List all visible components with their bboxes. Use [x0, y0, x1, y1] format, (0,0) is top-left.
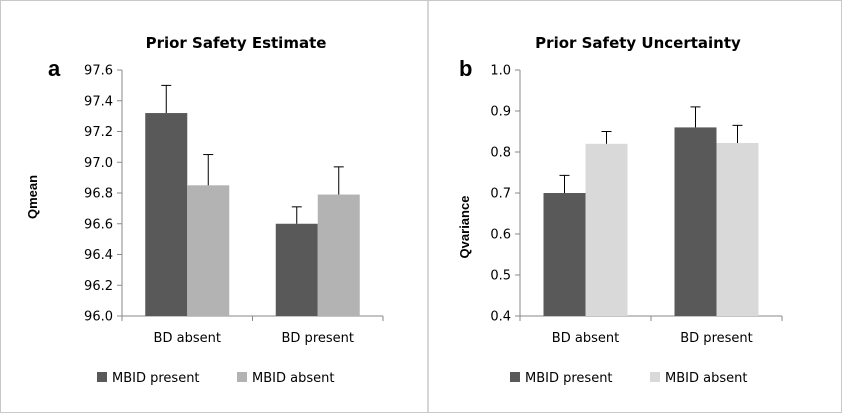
bar-mbid-present-bd-absent: [145, 113, 188, 316]
x-tick-label: BD absent: [154, 331, 221, 346]
bar-mbid-present-bd-present: [674, 127, 717, 317]
legend-swatch: [237, 372, 247, 382]
bars-a: [145, 84, 360, 316]
x-tick-label: BD present: [282, 331, 354, 346]
axes-a: 96.0 96.2 96.4 96.6 96.8 97.0 97.2 97.4 97.6 BD a…: [84, 64, 384, 346]
y-tick-label: 0.7: [490, 187, 511, 202]
x-tick-label: BD present: [680, 331, 752, 346]
y-tick-label: 0.8: [490, 146, 511, 161]
panel-b: Prior Safety Uncertainty b Qvariance 0.4…: [457, 34, 783, 386]
bar-mbid-absent-bd-absent: [187, 185, 230, 316]
y-tick-label: 96.4: [84, 248, 113, 263]
y-tick-label: 96.6: [84, 217, 113, 232]
y-tick-label: 96.8: [84, 187, 113, 202]
y-tick-label: 97.0: [84, 156, 113, 171]
legend-label: MBID absent: [252, 371, 334, 386]
chart-title-a: Prior Safety Estimate: [146, 34, 327, 52]
y-tick-label: 0.9: [490, 105, 511, 120]
y-tick-label: 0.6: [490, 228, 511, 243]
panel-letter-a: a: [48, 56, 61, 81]
panel-letter-b: b: [459, 56, 472, 81]
bar-mbid-absent-bd-absent: [585, 143, 628, 316]
y-tick-label: 97.2: [84, 125, 113, 140]
y-tick-label: 96.2: [84, 279, 113, 294]
legend-swatch: [510, 372, 520, 382]
legend-label: MBID absent: [665, 371, 747, 386]
y-axis-label-a: Qmean: [25, 175, 40, 219]
legend-swatch: [650, 372, 660, 382]
bar-mbid-present-bd-absent: [543, 193, 586, 316]
legend-a: MBID present MBID absent: [97, 371, 334, 386]
panel-a: Prior Safety Estimate a Qmean 96.096.296…: [25, 34, 384, 386]
y-tick-label: 97.6: [84, 64, 113, 79]
legend-label: MBID present: [112, 371, 200, 386]
legend-b: MBID present MBID absent: [510, 371, 747, 386]
chart-title-b: Prior Safety Uncertainty: [535, 34, 741, 52]
bars-b: [543, 106, 759, 317]
y-axis-label-b: Qvariance: [457, 196, 472, 259]
y-tick-label: 97.4: [84, 94, 113, 109]
legend-swatch: [97, 372, 107, 382]
bar-mbid-absent-bd-present: [716, 142, 759, 316]
y-tick-label: 0.5: [490, 269, 511, 284]
y-tick-label: 1.0: [490, 64, 511, 79]
axes-b: 0.4 0.5 0.6 0.7 0.8 0.9 1.0 BD absent BD present: [490, 64, 783, 346]
bar-mbid-present-bd-present: [275, 223, 318, 316]
legend-label: MBID present: [525, 371, 613, 386]
bar-mbid-absent-bd-present: [317, 194, 360, 316]
y-tick-label: 0.4: [490, 310, 511, 325]
x-tick-label: BD absent: [552, 331, 619, 346]
y-tick-label: 96.0: [84, 310, 113, 325]
